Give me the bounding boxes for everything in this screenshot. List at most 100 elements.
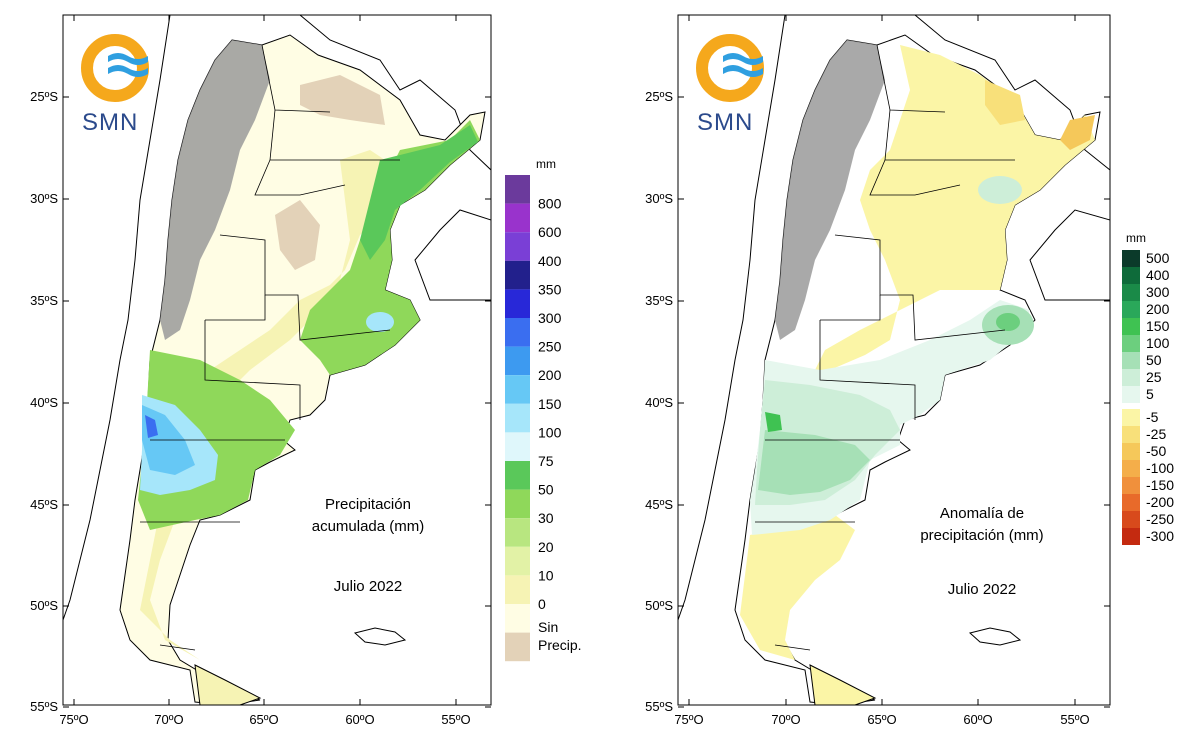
legend-label: 300 <box>1146 284 1170 300</box>
map-period: Julio 2022 <box>948 581 1016 598</box>
lat-label-55: 55ºS <box>30 699 58 714</box>
legend-label: 500 <box>1146 250 1170 266</box>
legend-label: 25 <box>1146 369 1162 385</box>
legend-label: 400 <box>1146 267 1170 283</box>
legend-swatch <box>505 260 530 290</box>
legend-swatch <box>1122 369 1140 386</box>
andes-relief <box>775 40 885 340</box>
anomaly-band-negative-25 <box>985 80 1025 125</box>
legend-swatch <box>505 546 530 576</box>
logo-text: SMN <box>697 109 753 136</box>
chile-coast <box>678 15 786 621</box>
legend-label: 0 <box>538 596 546 612</box>
legend-label: 20 <box>538 539 554 555</box>
lon-label-65: 65ºO <box>249 712 278 727</box>
legend-swatch <box>1122 443 1140 460</box>
legend-swatch <box>505 632 530 662</box>
legend-label: -150 <box>1146 477 1174 493</box>
axis-ticks <box>678 15 1110 708</box>
legend-swatch <box>1122 284 1140 301</box>
map-frame <box>677 14 1111 706</box>
lon-label-65: 65ºO <box>867 712 896 727</box>
legend-label: 10 <box>538 567 554 583</box>
legend-swatch <box>505 489 530 519</box>
legend-swatch <box>1122 301 1140 318</box>
legend-swatch <box>505 175 530 204</box>
legend-label: 100 <box>538 424 562 440</box>
lon-label-70: 70ºO <box>771 712 800 727</box>
legend-label: -100 <box>1146 460 1174 476</box>
anomaly-legend: 50040030020015010050255-5-25-50-100-150-… <box>1122 250 1174 545</box>
legend-unit: mm <box>1126 231 1146 245</box>
anomaly-map: 25ºS 30ºS 35ºS 40ºS 45ºS 50ºS 55ºS 75ºO … <box>645 14 1174 727</box>
lat-label-40: 40ºS <box>30 395 58 410</box>
anomaly-map-panel: 25ºS 30ºS 35ºS 40ºS 45ºS 50ºS 55ºS 75ºO … <box>600 0 1200 750</box>
legend-label: 400 <box>538 253 562 269</box>
smn-logo: SMN <box>696 34 764 136</box>
legend-swatch <box>505 203 530 233</box>
legend-label: 5 <box>1146 386 1154 402</box>
anomaly-band-positive-50 <box>758 430 870 495</box>
anomaly-spot-litoral <box>978 176 1022 204</box>
legend-swatch <box>1122 494 1140 511</box>
legend-swatch <box>1122 267 1140 284</box>
lat-label-45: 45ºS <box>645 497 673 512</box>
legend-label: 75 <box>538 453 554 469</box>
anomaly-band-negative-south <box>740 515 855 660</box>
anomaly-spot-buenos-aires-core <box>996 313 1020 331</box>
no-precipitation-area <box>300 75 385 125</box>
legend-swatch <box>505 461 530 490</box>
legend-swatch <box>1122 409 1140 426</box>
lat-label-30: 30ºS <box>30 191 58 206</box>
legend-swatch <box>505 232 530 261</box>
waves-logo-icon <box>108 53 148 77</box>
legend-label: -50 <box>1146 443 1166 459</box>
lat-label-30: 30ºS <box>645 191 673 206</box>
legend-label: 350 <box>538 281 562 297</box>
anomaly-band-negative-25-ne <box>1060 115 1095 150</box>
tierra-del-fuego <box>194 664 262 705</box>
legend-label: 50 <box>1146 352 1162 368</box>
map-title-line2: precipitación (mm) <box>920 527 1043 544</box>
map-title-line1: Anomalía de <box>940 505 1024 522</box>
legend-swatch <box>1122 335 1140 352</box>
precip-spot-100 <box>366 312 394 332</box>
legend-label: -300 <box>1146 528 1174 544</box>
legend-label: 150 <box>1146 318 1170 334</box>
legend-swatch <box>1122 511 1140 528</box>
precip-band-50 <box>360 125 478 260</box>
malvinas-islands <box>353 627 407 646</box>
legend-swatch <box>505 432 530 461</box>
legend-swatch <box>1122 318 1140 335</box>
legend-label: 800 <box>538 196 562 212</box>
no-precipitation-area <box>275 200 320 270</box>
precipitation-map-panel: 25ºS 30ºS 35ºS 40ºS 45ºS 50ºS 55ºS 75ºO … <box>0 0 600 750</box>
sun-logo-icon <box>81 34 149 102</box>
legend-swatch <box>1122 426 1140 443</box>
legend-swatch <box>505 289 530 318</box>
legend-label: 250 <box>538 339 562 355</box>
precip-band-200-300 <box>145 415 158 438</box>
lat-label-55: 55ºS <box>645 699 673 714</box>
province-boundaries <box>755 44 1015 651</box>
legend-swatch <box>505 575 530 604</box>
legend-label: -200 <box>1146 494 1174 510</box>
legend-swatch <box>1122 460 1140 477</box>
legend-swatch <box>505 318 530 347</box>
legend-swatch <box>1122 352 1140 369</box>
map-period: Julio 2022 <box>334 578 402 595</box>
lon-label-75: 75ºO <box>674 712 703 727</box>
legend-swatch <box>1122 386 1140 403</box>
legend-swatch <box>1122 477 1140 494</box>
lat-label-50: 50ºS <box>645 598 673 613</box>
legend-unit: mm <box>536 157 556 171</box>
logo-text: SMN <box>82 109 138 136</box>
legend-label: 200 <box>1146 301 1170 317</box>
anomaly-band-negative-5 <box>810 45 1095 380</box>
lat-label-35: 35ºS <box>645 293 673 308</box>
legend-label: 600 <box>538 224 562 240</box>
legend-label-no-precip-line2: Precip. <box>538 637 582 653</box>
legend-label: 30 <box>538 510 554 526</box>
legend-swatch <box>505 518 530 547</box>
